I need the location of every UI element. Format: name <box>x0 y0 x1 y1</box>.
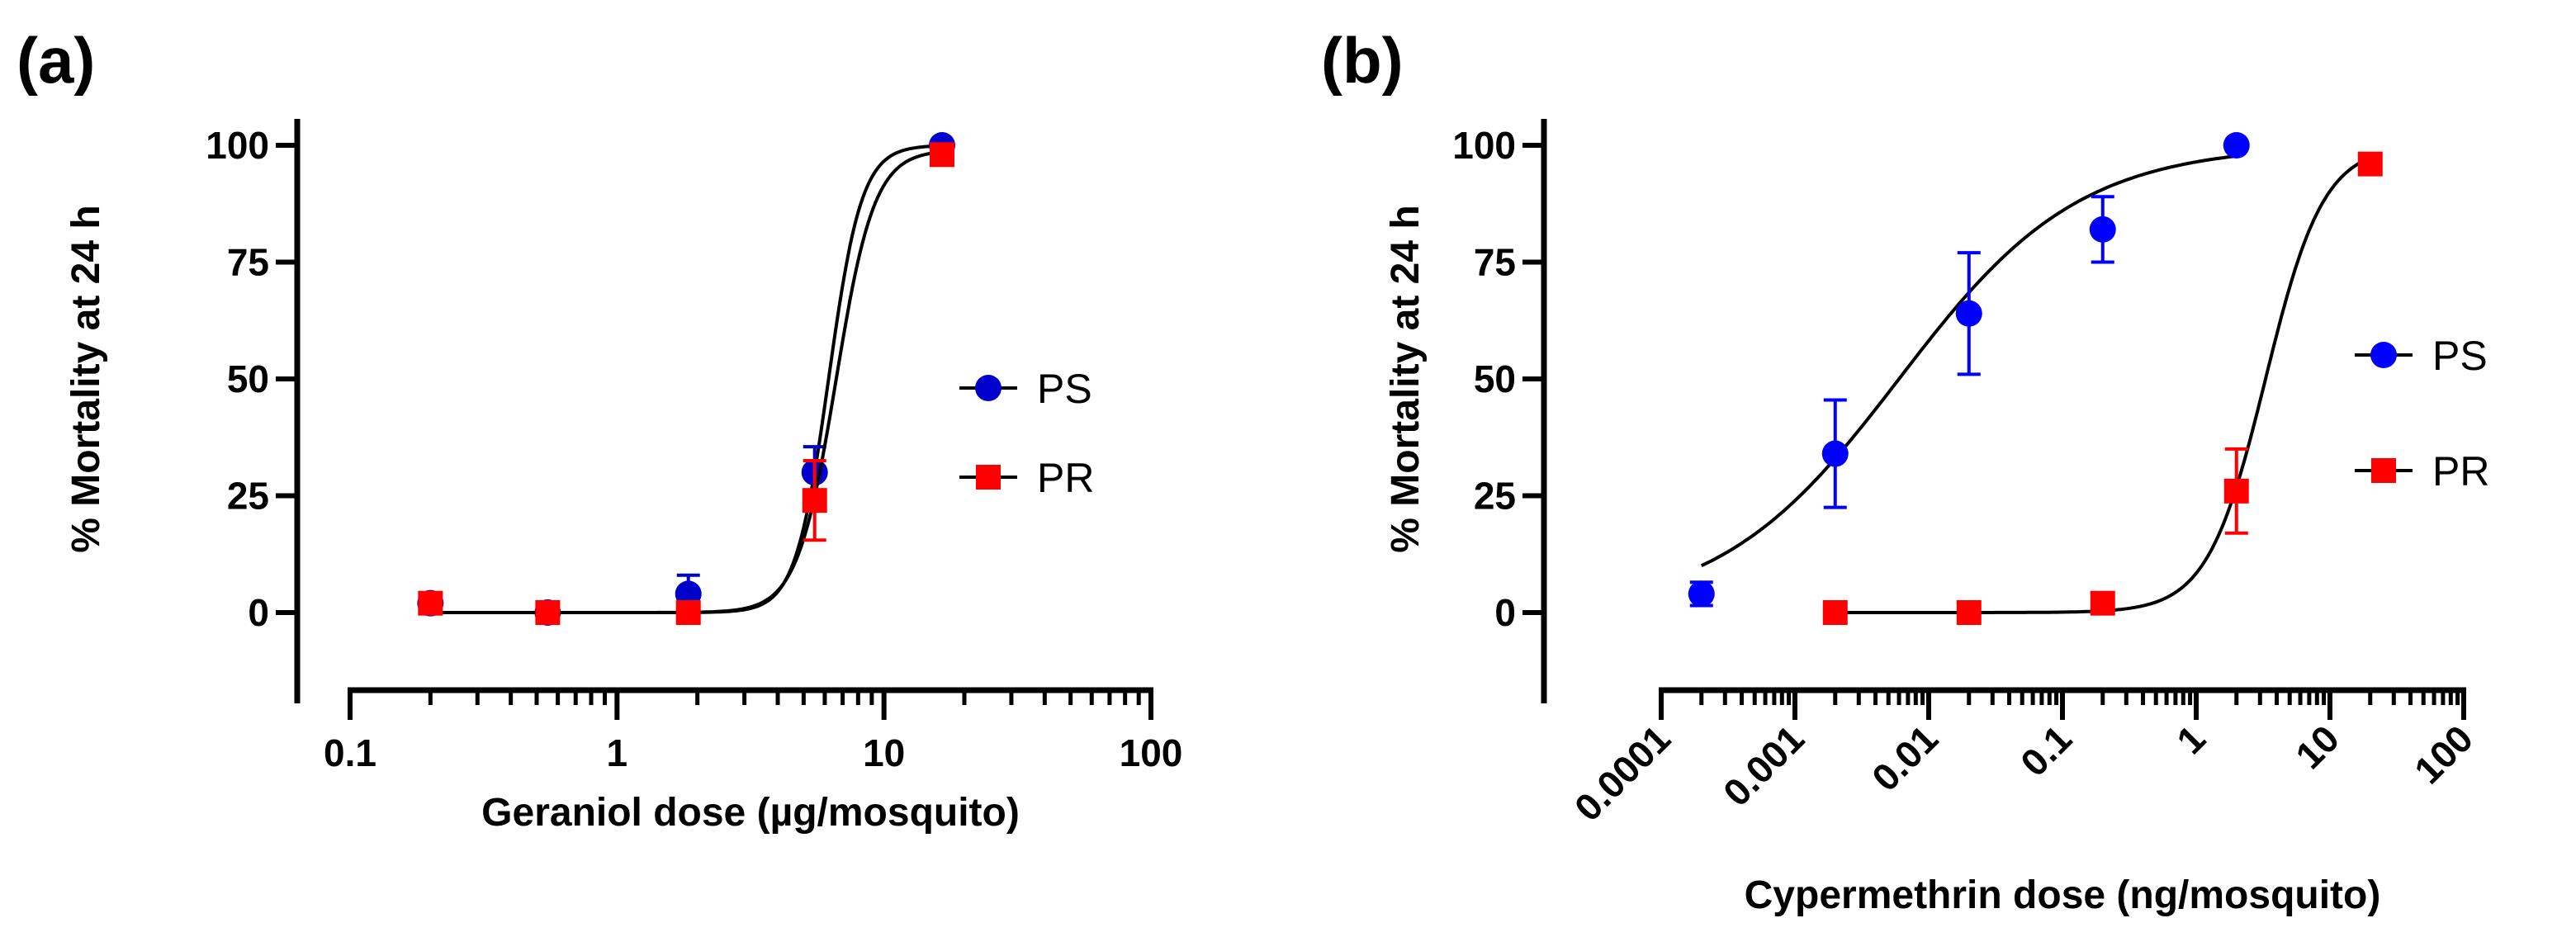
x-tick-label: 0.001 <box>1715 717 1812 814</box>
data-point-pr <box>675 600 701 625</box>
x-tick-label: 0.0001 <box>1566 717 1679 829</box>
y-axis-title: % Mortality at 24 h <box>64 205 108 552</box>
y-tick-label: 50 <box>227 357 269 400</box>
y-tick-label: 50 <box>1474 357 1516 400</box>
legend-label: PS <box>1037 366 1092 412</box>
y-tick-label: 25 <box>1474 475 1516 518</box>
data-point-pr <box>535 600 561 625</box>
data-point-pr <box>2357 151 2383 177</box>
data-point-pr <box>418 590 443 616</box>
y-tick-label: 25 <box>227 475 269 518</box>
x-tick-label: 0.1 <box>324 731 376 774</box>
data-point-pr <box>2223 478 2249 504</box>
data-point-ps <box>1955 300 1982 327</box>
data-point-ps <box>2089 215 2116 243</box>
data-point-pr <box>1822 600 1848 625</box>
x-axis-title: Geraniol dose (µg/mosquito) <box>481 791 1020 835</box>
data-point-pr <box>2090 590 2115 616</box>
y-tick-label: 0 <box>248 591 269 634</box>
x-tick-label: 1 <box>2168 717 2214 762</box>
x-tick-label: 10 <box>2287 717 2347 777</box>
legend-marker-circle <box>2370 342 2397 368</box>
panel-label: (a) <box>17 24 95 97</box>
data-point-ps <box>2223 132 2250 159</box>
legend-marker-square <box>976 465 1001 490</box>
legend-label: PS <box>2432 333 2488 379</box>
fit-curve-ps <box>430 144 943 614</box>
data-point-ps <box>1821 440 1849 467</box>
data-point-pr <box>802 488 827 513</box>
x-axis-title: Cypermethrin dose (ng/mosquito) <box>1745 873 2381 917</box>
data-point-ps <box>1688 580 1715 608</box>
legend-label: PR <box>2432 448 2489 495</box>
y-tick-label: 0 <box>1494 591 1516 634</box>
legend-marker-square <box>2371 458 2396 483</box>
legend-entry-pr: PR <box>2355 448 2489 495</box>
y-axis-title: % Mortality at 24 h <box>1384 205 1428 552</box>
x-tick-label: 0.1 <box>2012 717 2080 784</box>
legend-label: PR <box>1037 455 1094 501</box>
data-point-pr <box>1956 600 1982 625</box>
y-tick-label: 75 <box>227 241 269 284</box>
legend-entry-ps: PS <box>2355 333 2488 379</box>
chart-panel-b: (b) 0 25 50 75 100 % Mortality at 24 h 0.0001 0.… <box>1321 24 2489 917</box>
x-tick-label: 100 <box>2406 717 2481 792</box>
legend-entry-pr: PR <box>959 455 1094 501</box>
legend-entry-ps: PS <box>959 366 1092 412</box>
fit-curve-pr <box>430 149 943 614</box>
x-tick-label: 0.01 <box>1863 717 1946 799</box>
legend-marker-circle <box>975 375 1002 401</box>
panel-label: (b) <box>1321 24 1404 97</box>
y-tick-label: 100 <box>206 124 269 167</box>
x-tick-label: 10 <box>863 731 905 774</box>
x-tick-label: 100 <box>1120 731 1183 774</box>
y-tick-label: 100 <box>1452 124 1516 167</box>
y-tick-label: 75 <box>1474 241 1516 284</box>
x-tick-label: 1 <box>607 731 628 774</box>
chart-panel-a: (a) 0 25 50 75 100 % Mortality at 24 h 0.1 1 10 10… <box>17 24 1182 835</box>
data-point-pr <box>929 142 954 168</box>
